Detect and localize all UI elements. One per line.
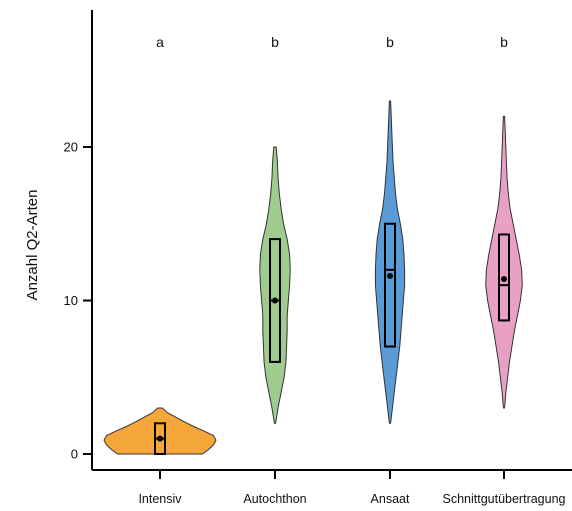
y-tick-label: 10 — [64, 293, 78, 308]
y-ticks: 0 10 20 — [64, 140, 92, 462]
violin-shape — [259, 146, 291, 424]
significance-letter: a — [156, 34, 164, 50]
box-iqr — [384, 222, 396, 348]
violin-group-autochthon — [259, 146, 291, 424]
violin-layer — [103, 100, 523, 455]
box-iqr — [498, 233, 510, 322]
x-tick-label: Schnittgutübertragung — [442, 492, 565, 506]
y-tick-label: 0 — [71, 447, 78, 462]
significance-letter: b — [500, 34, 508, 50]
violin-group-schnittgut-bertragung — [485, 115, 523, 409]
violin-group-ansaat — [374, 100, 406, 424]
x-tick-label: Autochthon — [243, 492, 306, 506]
mean-point — [387, 272, 393, 279]
mean-point — [157, 435, 163, 442]
x-tick-label: Intensiv — [138, 492, 182, 506]
violin-group-intensiv — [103, 407, 217, 455]
violin-shape — [374, 100, 406, 424]
y-tick-label: 20 — [64, 140, 78, 155]
x-tick-label: Ansaat — [371, 492, 410, 506]
violin-shape — [485, 115, 523, 409]
mean-point — [501, 276, 507, 283]
axes-layer — [91, 10, 572, 471]
significance-letter: b — [271, 34, 279, 50]
mean-point — [272, 297, 278, 304]
significance-letter: b — [386, 34, 394, 50]
y-axis-title: Anzahl Q2-Arten — [24, 190, 41, 301]
violin-shape — [103, 407, 217, 455]
x-tick-labels: Intensiv Autochthon Ansaat Schnittgutübertr… — [138, 470, 566, 506]
